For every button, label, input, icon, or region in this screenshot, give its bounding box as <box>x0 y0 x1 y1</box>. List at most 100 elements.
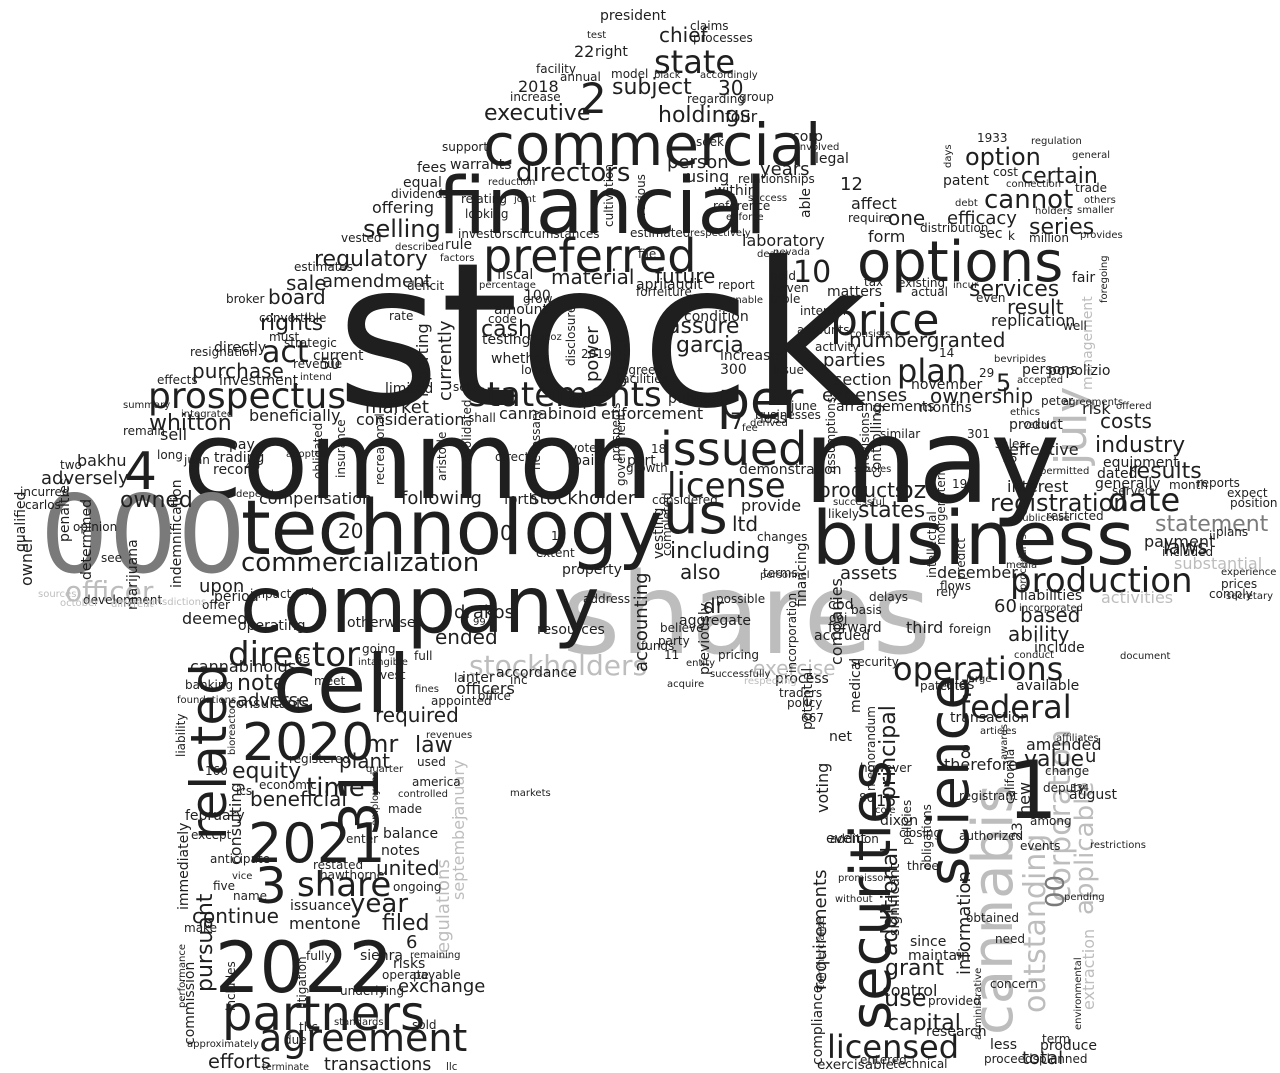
cloud-word-bakhu: bakhu <box>77 451 127 470</box>
cloud-word-ended: ended <box>435 625 498 649</box>
cloud-word-america: america <box>412 775 461 789</box>
cloud-word-liabilities: liabilities <box>1020 588 1082 604</box>
cloud-word-included: included <box>1162 545 1213 559</box>
cloud-word-science: science <box>917 675 982 886</box>
cloud-word-funds: funds <box>641 639 674 653</box>
cloud-word-us: us <box>663 482 728 547</box>
cloud-word-code: code <box>488 312 517 326</box>
cloud-word-party: party <box>658 634 690 648</box>
cloud-word-plan: plan <box>897 352 966 390</box>
cloud-word-must: must <box>269 330 300 344</box>
cloud-word-officer: officer <box>65 575 154 608</box>
cloud-word-successfully: successfully <box>710 669 771 680</box>
cloud-word-arrangements: arrangements <box>836 399 935 415</box>
cloud-word-states: states <box>858 498 925 523</box>
cloud-word-intangible: intangible <box>358 657 408 668</box>
cloud-word-relating: relating <box>461 192 507 206</box>
cloud-word-revenue: revenue <box>293 357 342 371</box>
cloud-word-likely: likely <box>828 507 859 521</box>
cloud-word-amendment: amendment <box>322 271 432 292</box>
cloud-word-flows: flows <box>940 579 971 593</box>
cloud-word-industry: industry <box>1095 433 1185 458</box>
cloud-word-market: market <box>365 397 429 418</box>
cloud-word-notes: notes <box>381 843 420 859</box>
cloud-word-issue: issue <box>773 363 804 377</box>
cloud-word-whitton: whitton <box>149 411 232 436</box>
cloud-word-services: services <box>969 277 1059 302</box>
cloud-word-sale: sale <box>286 271 327 295</box>
cloud-word-months: months <box>919 400 972 416</box>
cloud-word-n31: 31 <box>328 767 391 836</box>
cloud-word-based: based <box>1020 603 1080 627</box>
cloud-word-cole: cole <box>875 805 896 816</box>
cloud-word-aristotle: aristotle <box>435 432 449 481</box>
cloud-word-preferred: preferred <box>483 229 696 283</box>
cloud-word-end: end <box>295 587 314 598</box>
cloud-word-n1: 1 <box>1007 744 1058 837</box>
cloud-word-november: november <box>911 377 982 393</box>
cloud-word-exercise: exercise <box>753 656 836 680</box>
cloud-word-thc: thc <box>299 1020 318 1034</box>
cloud-word-believe: believe <box>660 621 704 635</box>
cloud-word-sold: sold <box>412 1018 437 1032</box>
cloud-word-popolizio: popolizio <box>1048 363 1111 379</box>
cloud-word-holders: holders <box>1035 206 1072 217</box>
cloud-word-risk: risk <box>1082 399 1111 418</box>
cloud-word-n40: 40 <box>245 459 260 473</box>
cloud-word-testing: testing <box>482 332 531 348</box>
cloud-word-sec: sec <box>979 226 1003 242</box>
cloud-word-large: large <box>966 674 991 685</box>
cloud-word-regulation: regulation <box>1031 136 1082 147</box>
cloud-word-qualified: qualified <box>13 492 29 552</box>
cloud-word-control: control <box>882 981 937 1000</box>
cloud-word-payable: payable <box>413 968 461 982</box>
cloud-word-existing: existing <box>898 276 945 290</box>
cloud-word-united: united <box>376 856 440 880</box>
cloud-word-remain: remain <box>123 424 165 438</box>
cloud-word-unable: unable <box>729 295 763 306</box>
cloud-word-accounting: accounting <box>631 572 652 672</box>
cloud-word-grow: grow <box>523 292 553 306</box>
cloud-word-aprilaudit: aprilaudit <box>636 277 703 293</box>
cloud-word-predict: predict <box>954 538 968 580</box>
cloud-word-forfeiture: forfeiture <box>636 285 692 299</box>
cloud-word-results: results <box>1128 459 1202 484</box>
cloud-word-purchase: purchase <box>192 359 284 383</box>
cloud-word-n4: 4 <box>124 442 157 502</box>
cloud-word-chief: chief <box>659 23 709 47</box>
cloud-word-bioreactors: bioreactors <box>227 699 238 755</box>
cloud-word-shall: shall <box>468 411 496 425</box>
cloud-word-quarter: quarter <box>366 764 404 775</box>
cloud-word-paid: paid <box>573 453 603 469</box>
cloud-word-may: may <box>803 392 1060 530</box>
cloud-word-employees: employees <box>370 771 381 826</box>
cloud-word-traders: traders <box>779 686 822 700</box>
cloud-word-test: test <box>587 30 606 41</box>
cloud-word-similar: similar <box>880 427 920 441</box>
cloud-word-laws: laws <box>1163 535 1208 559</box>
cloud-word-rate: rate <box>389 309 413 323</box>
cloud-word-juan: juan <box>183 453 210 467</box>
cloud-word-n30: 30 <box>718 76 743 100</box>
cloud-word-carlos: carlos <box>25 498 61 512</box>
cloud-word-ownership: ownership <box>930 384 1033 408</box>
cloud-word-provides: provides <box>1080 230 1123 241</box>
cloud-word-strategic: strategic <box>284 336 337 350</box>
cloud-word-produce: produce <box>1040 1038 1097 1054</box>
cloud-word-cannabinoids: cannabinoids <box>190 657 296 676</box>
cloud-word-policies: policies <box>900 800 914 845</box>
cloud-word-n14: 14 <box>939 346 954 360</box>
cloud-word-limited: limited <box>385 381 433 397</box>
cloud-word-future: future <box>655 264 715 288</box>
cloud-word-maintain: maintain <box>908 948 970 964</box>
cloud-word-anticipate: anticipate <box>210 852 270 866</box>
cloud-word-pricing: pricing <box>718 648 759 662</box>
cloud-word-hawthorne: hawthorne <box>320 868 384 882</box>
cloud-word-sales: sales <box>995 437 1026 451</box>
cloud-word-black: black <box>654 70 681 81</box>
cloud-word-different: different <box>111 599 154 610</box>
cloud-word-provide: provide <box>741 496 801 515</box>
cloud-word-efficacy: efficacy <box>947 208 1017 229</box>
cloud-word-provisions: provisions <box>858 412 872 473</box>
